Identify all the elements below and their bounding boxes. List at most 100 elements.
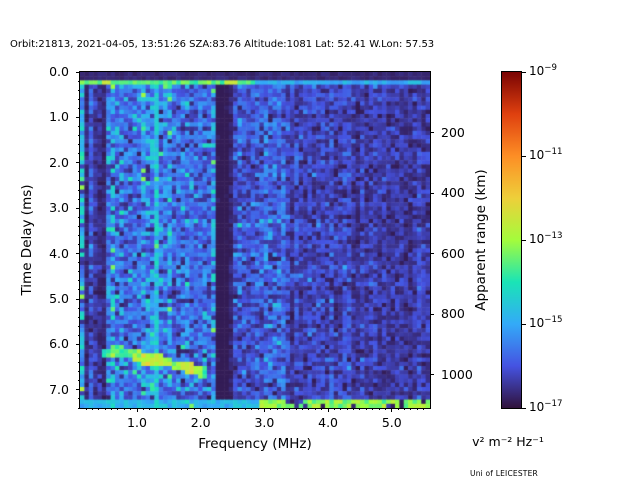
y-minor-tick: [78, 144, 80, 146]
y-minor-tick: [78, 125, 80, 127]
colorbar-tick: [522, 71, 526, 73]
x-minor-tick: [238, 408, 240, 410]
y-minor-tick: [78, 271, 80, 273]
y-minor-tick: [78, 371, 80, 373]
y-major-tick: [76, 298, 80, 300]
y-tick-label: 1.0: [49, 109, 69, 125]
y2-tick-label: 1000: [441, 366, 473, 382]
y-tick-label: 2.0: [49, 154, 69, 170]
y-minor-tick: [78, 380, 80, 382]
y-minor-tick: [78, 316, 80, 318]
x-minor-tick: [353, 408, 355, 410]
x-tick-label: 3.0: [254, 415, 275, 430]
x-minor-tick: [289, 408, 291, 410]
x-minor-tick: [149, 408, 151, 410]
y-minor-tick: [78, 171, 80, 173]
x-minor-tick: [384, 408, 386, 410]
y-minor-tick: [78, 98, 80, 100]
y-minor-tick: [78, 89, 80, 91]
y2-major-tick: [430, 132, 434, 134]
y2-tick-label: 200: [441, 124, 465, 140]
x-minor-tick: [104, 408, 106, 410]
x-minor-tick: [423, 408, 425, 410]
x-minor-tick: [174, 408, 176, 410]
x-minor-tick: [416, 408, 418, 410]
y-minor-tick: [78, 334, 80, 336]
x-minor-tick: [372, 408, 374, 410]
x-minor-tick: [321, 408, 323, 410]
colorbar-tick-label: 10−11: [529, 147, 563, 162]
x-minor-tick: [187, 408, 189, 410]
y-minor-tick: [78, 353, 80, 354]
y-minor-tick: [78, 362, 80, 364]
y-minor-tick: [78, 398, 80, 400]
y-major-tick: [76, 116, 80, 118]
x-minor-tick: [276, 408, 278, 410]
colorbar-tick: [522, 407, 526, 409]
x-minor-tick: [117, 408, 119, 410]
x-minor-tick: [85, 408, 87, 410]
y-tick-label: 7.0: [49, 381, 69, 397]
y-minor-tick: [78, 135, 80, 137]
y-tick-label: 6.0: [49, 336, 69, 352]
x-minor-tick: [295, 408, 297, 410]
y-tick-label: 0.0: [49, 64, 69, 79]
colorbar-tick-label: 10−9: [529, 63, 557, 78]
plot-area: [79, 71, 431, 409]
y2-tick-label: 400: [441, 185, 465, 201]
x-minor-tick: [123, 408, 125, 410]
y-minor-tick: [78, 325, 80, 327]
y-minor-tick: [78, 80, 80, 82]
y-minor-tick: [78, 153, 80, 155]
colorbar: [501, 71, 522, 409]
colorbar-tick: [522, 239, 526, 241]
y-major-tick: [76, 162, 80, 164]
x-minor-tick: [410, 408, 412, 410]
y-major-tick: [76, 207, 80, 209]
x-major-tick: [391, 408, 393, 412]
x-tick-label: 2.0: [190, 415, 211, 430]
y-minor-tick: [78, 216, 80, 218]
x-minor-tick: [333, 408, 335, 410]
x-tick-label: 1.0: [127, 415, 147, 430]
x-minor-tick: [155, 408, 157, 410]
x-major-tick: [200, 408, 202, 412]
x-minor-tick: [130, 408, 132, 410]
y2-tick-label: 600: [441, 245, 465, 261]
x-minor-tick: [314, 408, 316, 410]
x-minor-tick: [283, 408, 284, 410]
y-minor-tick: [78, 189, 80, 191]
x-tick-label: 4.0: [318, 415, 339, 430]
colorbar-unit-label: v² m⁻² Hz⁻¹: [472, 434, 544, 449]
colorbar-tick: [522, 155, 526, 157]
y-major-tick: [76, 389, 80, 391]
x-minor-tick: [142, 408, 144, 410]
figure-title: Orbit:21813, 2021-04-05, 13:51:26 SZA:83…: [10, 39, 435, 50]
x-minor-tick: [346, 408, 348, 410]
y-minor-tick: [78, 198, 80, 200]
colorbar-tick-label: 10−13: [529, 231, 563, 246]
y-tick-label: 4.0: [49, 245, 69, 261]
colorbar-tick: [522, 323, 526, 325]
credit-text: Uni of LEICESTER: [470, 469, 538, 478]
colorbar-gradient: [502, 72, 521, 408]
x-minor-tick: [340, 408, 342, 410]
x-minor-tick: [308, 408, 310, 410]
y-minor-tick: [78, 234, 80, 236]
y2-major-tick: [430, 192, 434, 194]
x-minor-tick: [365, 408, 367, 410]
x-minor-tick: [397, 408, 399, 410]
x-minor-tick: [98, 408, 100, 410]
y-tick-label: 5.0: [49, 291, 69, 307]
y2-major-tick: [430, 313, 434, 315]
x-minor-tick: [91, 408, 93, 410]
y-minor-tick: [78, 407, 80, 409]
x-major-tick: [263, 408, 265, 412]
ionogram-heatmap: [80, 72, 430, 408]
y-minor-tick: [78, 225, 80, 227]
x-minor-tick: [161, 408, 163, 410]
y2-axis-label: Apparent range (km): [473, 169, 489, 311]
x-tick-label: 5.0: [381, 415, 402, 430]
y-minor-tick: [78, 180, 80, 182]
